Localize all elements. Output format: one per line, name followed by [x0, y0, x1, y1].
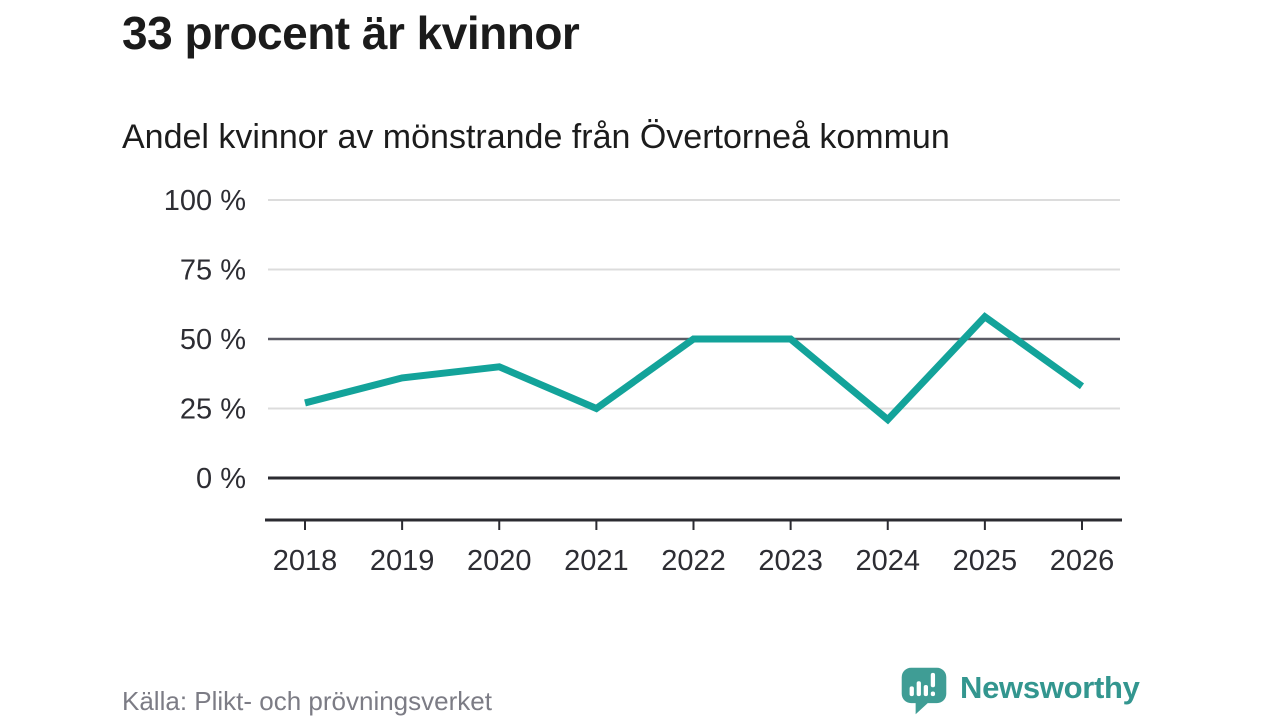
x-tick-label: 2019 — [370, 545, 435, 577]
exclamation-dot — [930, 691, 936, 697]
y-tick-label: 50 % — [180, 324, 246, 356]
newsworthy-wordmark: Newsworthy — [960, 670, 1140, 705]
brand-block: Newsworthy — [898, 664, 1140, 718]
bar-2 — [916, 681, 921, 697]
x-tick-label: 2025 — [953, 545, 1018, 577]
y-tick-label: 0 % — [196, 463, 246, 495]
x-tick-label: 2021 — [564, 545, 629, 577]
source-note: Källa: Plikt- och prövningsverket — [122, 686, 492, 716]
x-tick-label: 2022 — [661, 545, 726, 577]
x-tick-label: 2024 — [855, 545, 920, 577]
bar-1 — [909, 686, 914, 697]
chart-subtitle: Andel kvinnor av mönstrande från Övertor… — [122, 118, 950, 156]
x-tick-label: 2023 — [758, 545, 823, 577]
bar-3 — [923, 684, 928, 697]
newsworthy-logo-icon — [901, 667, 947, 715]
y-tick-label: 100 % — [164, 185, 246, 217]
x-tick-label: 2020 — [467, 545, 532, 577]
exclamation-bar — [930, 672, 936, 688]
y-tick-label: 75 % — [180, 255, 246, 287]
chart-title: 33 procent är kvinnor — [122, 7, 580, 59]
data-line-andel-kvinnor — [304, 312, 1085, 425]
x-tick-label: 2018 — [273, 545, 338, 577]
y-tick-label: 25 % — [180, 394, 246, 426]
x-tick-label: 2026 — [1050, 545, 1115, 577]
